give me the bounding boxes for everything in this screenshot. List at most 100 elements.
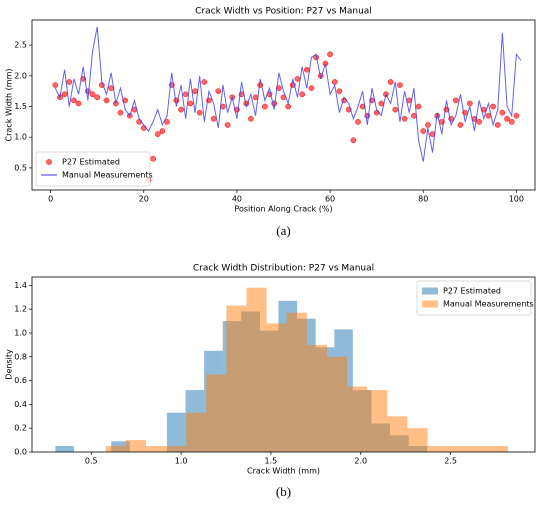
marker	[476, 119, 482, 125]
marker	[178, 106, 184, 113]
legend-swatch	[46, 159, 52, 165]
y-axis-label: Density	[5, 349, 14, 380]
subplot: Crack Width Distribution: P27 vs Manual (…	[5, 264, 536, 499]
bar	[326, 356, 348, 452]
bar	[487, 446, 509, 452]
x-tick-label: 40	[232, 195, 242, 204]
marker	[392, 106, 399, 113]
legend-box	[416, 280, 532, 316]
legend: P27 Estimated Manual Measurements	[35, 151, 153, 187]
marker	[52, 82, 59, 88]
x-tick-label: 1.5	[265, 457, 278, 466]
caption: (b)	[276, 484, 291, 499]
marker	[494, 122, 501, 128]
bar	[467, 446, 488, 452]
legend-label: P27 Estimated	[443, 287, 501, 296]
x-tick-label: 1.0	[175, 457, 188, 466]
line	[54, 26, 522, 162]
marker	[150, 155, 156, 162]
marker	[66, 79, 73, 85]
y-tick-label: 2.5	[14, 41, 27, 50]
marker	[248, 115, 254, 122]
caption: (a)	[276, 223, 290, 238]
marker	[196, 109, 203, 116]
marker	[154, 131, 161, 138]
y-tick-label: 1.4	[14, 281, 27, 290]
marker	[182, 91, 189, 98]
bar	[246, 287, 267, 452]
subplot: Crack Width vs Position: P27 vs Manual (a…	[5, 7, 536, 238]
plot-frame	[31, 276, 536, 453]
plot-area	[52, 26, 522, 184]
bar	[226, 305, 247, 452]
x-tick-label: 60	[325, 195, 335, 204]
marker	[331, 79, 338, 85]
marker	[215, 88, 222, 95]
bar	[427, 446, 448, 452]
bar	[166, 412, 186, 452]
bar	[125, 440, 146, 452]
marker	[262, 103, 268, 110]
x-axis-label: Crack Width (mm)	[247, 467, 320, 476]
x-tick-label: 0	[48, 195, 53, 204]
marker	[117, 109, 124, 116]
marker	[75, 100, 82, 107]
legend-swatch	[422, 287, 438, 295]
marker	[210, 115, 217, 122]
legend-swatch	[422, 300, 438, 308]
x-tick-label: 20	[139, 195, 149, 204]
marker	[415, 103, 422, 110]
y-tick-label: 1.0	[14, 328, 27, 337]
marker	[355, 119, 361, 125]
x-tick-label: 2.5	[444, 457, 457, 466]
bar	[186, 412, 207, 452]
marker	[397, 82, 403, 88]
marker	[499, 109, 506, 116]
y-axis-label: Crack Width (mm)	[5, 69, 14, 142]
y-tick-label: 1.0	[14, 133, 27, 142]
y-tick-label: 0.2	[14, 424, 27, 433]
marker	[308, 85, 315, 91]
legend-box	[35, 151, 151, 187]
chart-title: Crack Width Distribution: P27 vs Manual	[193, 264, 374, 274]
marker	[466, 100, 473, 107]
y-tick-label: 0.5	[14, 163, 27, 172]
marker	[192, 88, 198, 95]
bar	[367, 390, 388, 452]
y-tick-label: 0.4	[14, 400, 27, 409]
marker	[504, 115, 510, 122]
y-tick-label: 0.6	[14, 376, 27, 385]
x-tick-label: 2.0	[354, 457, 367, 466]
marker	[61, 91, 68, 98]
marker	[294, 76, 301, 82]
marker	[303, 66, 310, 73]
bar	[407, 428, 428, 452]
marker	[513, 112, 520, 119]
y-tick-label: 0.8	[14, 352, 27, 361]
bar	[266, 323, 287, 452]
y-tick-label: 1.5	[14, 102, 27, 111]
marker	[94, 94, 101, 101]
bar	[206, 374, 227, 452]
marker	[457, 122, 464, 128]
plot-frame	[31, 19, 536, 191]
bar	[447, 446, 468, 452]
marker	[187, 100, 194, 107]
marker	[336, 88, 343, 95]
marker	[103, 97, 110, 104]
legend-label: P27 Estimated	[62, 158, 120, 167]
marker	[425, 122, 431, 128]
y-tick-label: 1.2	[14, 305, 27, 314]
y-tick-label: 0.0	[14, 448, 27, 457]
marker	[401, 115, 408, 122]
x-tick-label: 100	[509, 195, 524, 204]
marker	[350, 137, 357, 144]
bar	[387, 416, 408, 452]
marker	[452, 97, 459, 104]
y-tick-label: 2.0	[14, 71, 27, 80]
x-tick-label: 80	[418, 195, 428, 204]
marker	[159, 128, 166, 134]
bar	[145, 446, 167, 452]
marker	[224, 122, 231, 128]
